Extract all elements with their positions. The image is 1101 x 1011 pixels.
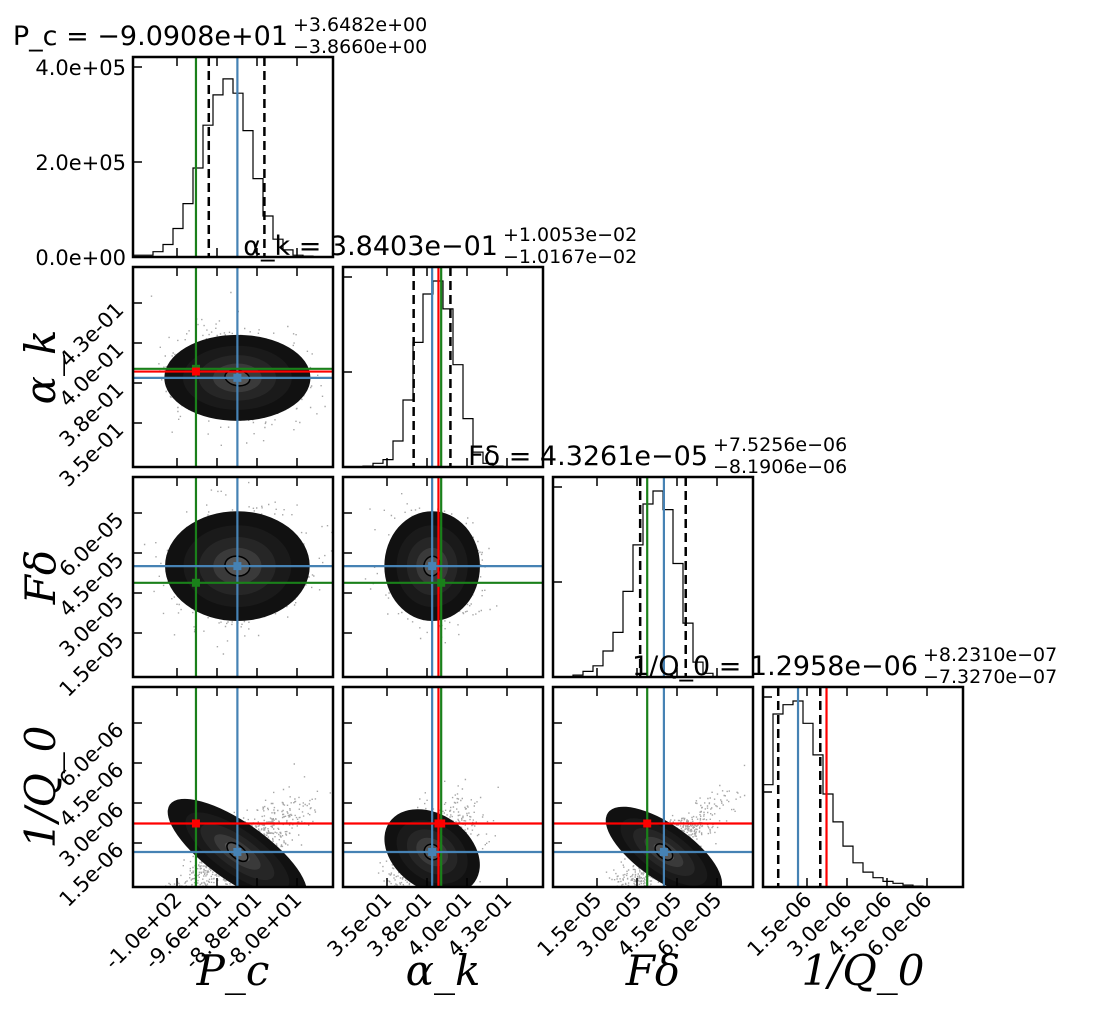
diag-y-tick-label: 2.0e+05 bbox=[35, 151, 126, 175]
title-lower-error-Q0: −7.3270e−07 bbox=[923, 666, 1057, 688]
markers-2-2 bbox=[646, 477, 666, 677]
markers-2-0 bbox=[133, 477, 333, 677]
x-axis-label-Pc: P_c bbox=[196, 946, 270, 995]
contour-line bbox=[654, 843, 674, 861]
y-axis-label-ak: α_k bbox=[16, 330, 65, 405]
histogram-Q0 bbox=[763, 687, 963, 887]
title-Q0: 1/Q_0 = 1.2958e−06 bbox=[632, 651, 918, 682]
histogram-Pc bbox=[133, 57, 333, 257]
title-upper-error-Fd: +7.5256e−06 bbox=[713, 434, 847, 456]
histogram-step bbox=[343, 280, 543, 467]
contour-line bbox=[224, 555, 251, 577]
title-lower-error-Pc: −3.8660e+00 bbox=[293, 36, 427, 58]
title-upper-error-Q0: +8.2310e−07 bbox=[923, 644, 1057, 666]
median-point bbox=[428, 562, 437, 571]
truth-red-point bbox=[434, 819, 443, 828]
panel-frame-1-1 bbox=[341, 265, 545, 469]
median-point bbox=[428, 847, 437, 856]
title-Pc: P_c = −9.0908e+01 bbox=[13, 21, 288, 52]
panel-frame-3-3 bbox=[761, 685, 965, 889]
median-point bbox=[233, 562, 242, 571]
markers-3-2 bbox=[553, 687, 753, 887]
median-point bbox=[233, 847, 242, 856]
title-lower-error-Fd: −8.1906e−06 bbox=[713, 456, 847, 478]
panel-frame-2-2 bbox=[551, 475, 755, 679]
histogram-step bbox=[553, 490, 753, 677]
panel-frame-1-0 bbox=[131, 265, 335, 469]
markers-3-1 bbox=[343, 687, 543, 887]
title-lower-error-ak: −1.0167e−02 bbox=[503, 246, 637, 268]
panel-frame-3-1 bbox=[341, 685, 545, 889]
truth-green-point bbox=[191, 578, 200, 587]
contour-line bbox=[226, 841, 249, 863]
title-upper-error-Pc: +3.6482e+00 bbox=[293, 14, 427, 36]
markers-1-0 bbox=[133, 267, 333, 467]
title-Fd: Fδ = 4.3261e−05 bbox=[468, 441, 708, 472]
truth-red-point bbox=[191, 367, 200, 376]
truth-green-point bbox=[437, 578, 446, 587]
panel-frame-2-0 bbox=[131, 475, 335, 679]
panel-frame-3-2 bbox=[551, 685, 755, 889]
y-axis-label-Q0: 1/Q_0 bbox=[16, 725, 65, 848]
panel-frame-2-1 bbox=[341, 475, 545, 679]
markers-0-0 bbox=[194, 57, 239, 257]
markers-3-3 bbox=[796, 687, 828, 887]
panel-frame-3-0 bbox=[131, 685, 335, 889]
y-axis-label-Fd: Fδ bbox=[16, 550, 65, 605]
truth-red-point bbox=[191, 819, 200, 828]
histogram-step bbox=[763, 700, 963, 887]
histogram-step bbox=[133, 78, 333, 257]
median-point bbox=[659, 847, 668, 856]
diag-y-tick-label: 4.0e+05 bbox=[35, 56, 126, 80]
x-axis-label-Fd: Fδ bbox=[625, 946, 680, 995]
histogram-ak bbox=[343, 267, 543, 467]
histogram-Fd bbox=[553, 477, 753, 677]
markers-2-1 bbox=[343, 477, 543, 677]
title-upper-error-ak: +1.0053e−02 bbox=[503, 224, 637, 246]
markers-1-1 bbox=[431, 267, 443, 467]
panel-frame-0-0 bbox=[131, 55, 335, 259]
truth-red-point bbox=[643, 819, 652, 828]
diag-y-tick-label: 0.0e+00 bbox=[35, 246, 126, 270]
markers-3-0 bbox=[133, 687, 333, 887]
x-axis-label-ak: α_k bbox=[406, 946, 481, 995]
median-point bbox=[233, 373, 242, 382]
contour-line bbox=[224, 369, 251, 387]
title-ak: α_k = 3.8403e−01 bbox=[243, 231, 498, 262]
x-axis-label-Q0: 1/Q_0 bbox=[801, 946, 924, 995]
